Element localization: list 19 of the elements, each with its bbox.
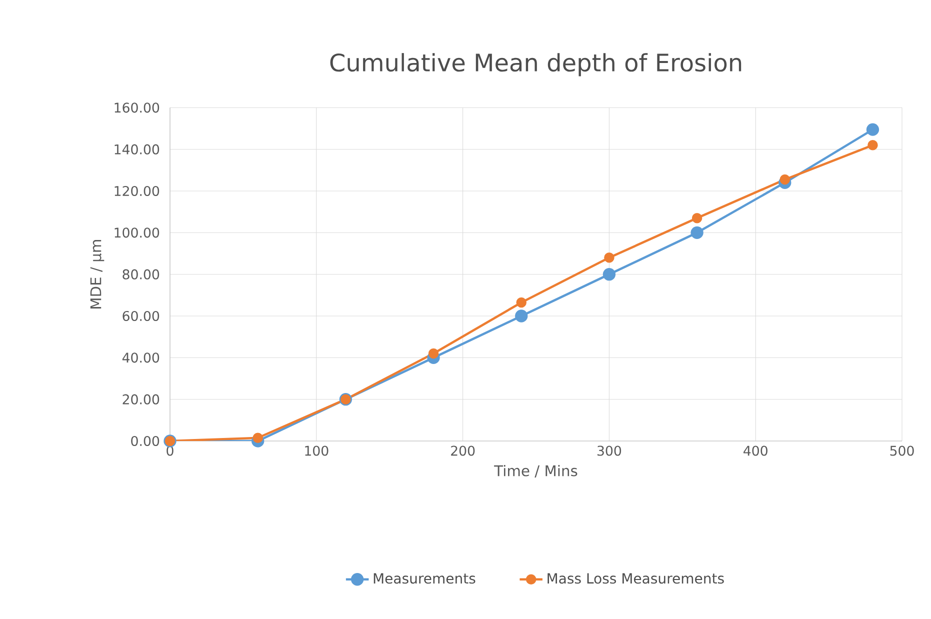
- chart-title: Cumulative Mean depth of Erosion: [330, 53, 742, 76]
- y-tick-label: 100.00: [114, 228, 160, 238]
- y-tick-label: 60.00: [122, 310, 160, 322]
- y-axis-title: MDE / µm: [90, 240, 104, 308]
- y-tick-label: 160.00: [114, 102, 160, 113]
- legend-label: Mass Loss Measurements: [548, 573, 724, 584]
- x-tick-label: 500: [890, 446, 914, 456]
- x-tick-label: 400: [744, 446, 768, 456]
- y-tick-label: 0.00: [131, 436, 160, 446]
- y-tick-label: 120.00: [114, 186, 160, 196]
- y-tick-label: 140.00: [114, 144, 160, 154]
- y-tick-label: 80.00: [122, 269, 160, 280]
- x-tick-label: 200: [451, 446, 475, 456]
- x-tick-label: 300: [598, 446, 622, 456]
- legend-label: Measurements: [374, 573, 476, 584]
- x-axis-title: Time / Mins: [494, 464, 578, 478]
- y-tick-label: 40.00: [122, 352, 160, 363]
- x-tick-label: 100: [305, 446, 328, 456]
- y-tick-label: 20.00: [122, 394, 160, 404]
